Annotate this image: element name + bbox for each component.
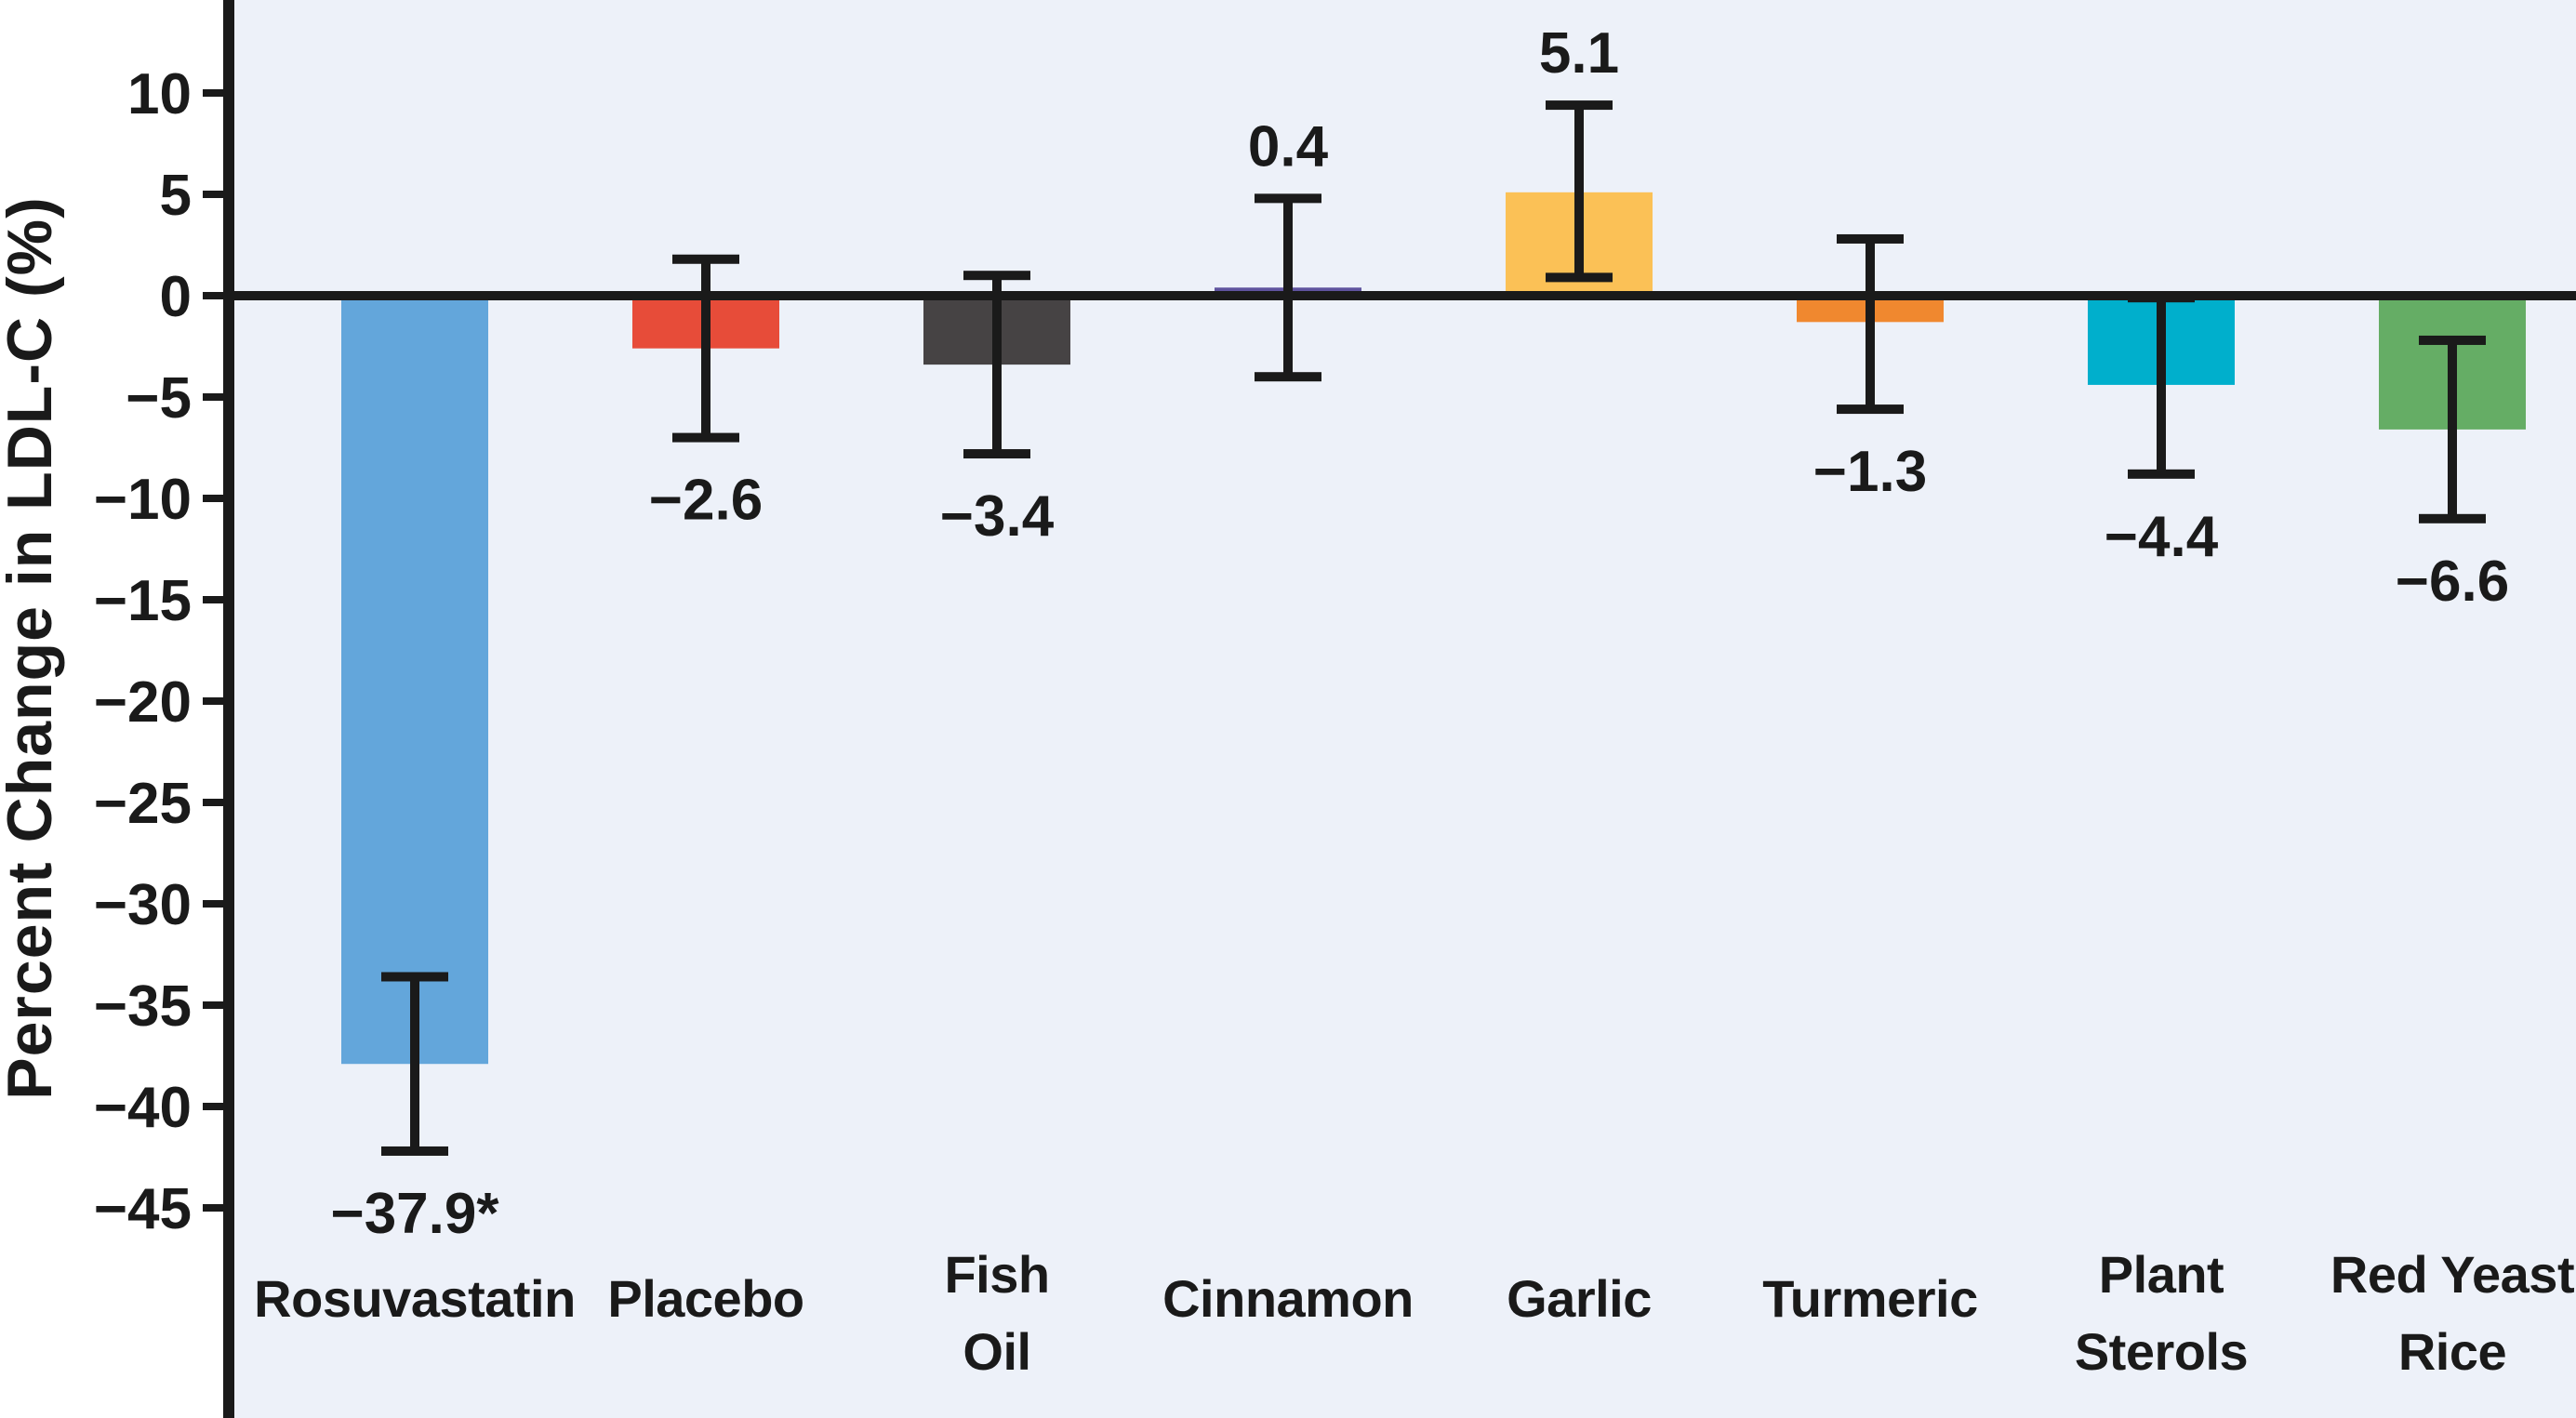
category-label: Red Yeast <box>2330 1245 2574 1304</box>
error-bar-cap-top <box>1546 100 1613 111</box>
error-bar-cap-bottom <box>1255 372 1321 382</box>
error-bar-line <box>1283 198 1293 378</box>
category-label: Rosuvastatin <box>254 1269 576 1328</box>
value-label: 5.1 <box>1539 21 1619 86</box>
category-label: Turmeric <box>1762 1269 1977 1328</box>
y-tick <box>203 1204 223 1212</box>
error-bar-line <box>701 258 710 438</box>
category-label: Placebo <box>607 1269 803 1328</box>
value-label: −1.3 <box>1813 440 1927 504</box>
zero-line <box>223 291 2576 300</box>
y-tick <box>203 1001 223 1009</box>
error-bar-line <box>2448 339 2457 519</box>
error-bar-cap-top <box>1837 233 1904 244</box>
error-bar-cap-bottom <box>1837 404 1904 415</box>
y-tick <box>203 596 223 603</box>
error-bar-cap-bottom <box>963 449 1030 459</box>
error-bar-cap-top <box>672 254 739 264</box>
plot-background <box>229 0 2576 1418</box>
error-bar-cap-top <box>1255 193 1321 204</box>
y-axis-ticks-group: 10 5 0 −5 −10 −15 −20 −25 −30 −35 −40 −45 <box>94 62 223 1241</box>
value-labels-group: −37.9* −2.6 −3.4 0.4 5.1 −1.3 −4.4 −6.6 <box>330 21 2509 1246</box>
bar <box>341 296 488 1065</box>
y-tick <box>203 89 223 97</box>
value-label: −2.6 <box>649 469 763 533</box>
y-tick <box>203 191 223 198</box>
value-label: −4.4 <box>2105 505 2219 569</box>
error-bar-cap-top <box>381 972 448 982</box>
y-tick-label: 10 <box>127 62 192 126</box>
y-tick-label: 5 <box>160 164 192 228</box>
category-label: Cinnamon <box>1162 1269 1414 1328</box>
y-tick <box>203 292 223 299</box>
value-label: −37.9* <box>330 1182 499 1246</box>
y-tick-label: −30 <box>94 873 192 937</box>
error-bar-cap-bottom <box>1546 272 1613 283</box>
y-tick-label: −20 <box>94 670 192 735</box>
error-bar-line <box>1866 238 1875 410</box>
category-label: Plant <box>2099 1245 2224 1304</box>
error-bar-line <box>2157 298 2166 474</box>
value-label: −6.6 <box>2396 550 2509 614</box>
value-label: −3.4 <box>940 484 1055 549</box>
error-bar-cap-bottom <box>672 432 739 443</box>
y-tick <box>203 799 223 806</box>
category-label: Garlic <box>1507 1269 1652 1328</box>
y-tick-label: −15 <box>94 569 192 633</box>
y-tick <box>203 393 223 401</box>
value-label: 0.4 <box>1248 114 1329 179</box>
y-tick-label: −25 <box>94 772 192 836</box>
category-label: Rice <box>2398 1322 2506 1381</box>
y-axis-title: Percent Change in LDL-C (%) <box>0 196 65 1100</box>
error-bar-cap-top <box>2128 293 2195 303</box>
y-tick-label: −5 <box>126 366 192 431</box>
y-tick-label: −35 <box>94 974 192 1039</box>
y-tick-label: −45 <box>94 1177 192 1241</box>
y-tick <box>203 900 223 908</box>
y-tick-label: 0 <box>160 265 192 329</box>
error-bar-cap-top <box>2419 335 2486 345</box>
y-tick <box>203 1103 223 1110</box>
category-label: Oil <box>963 1322 1030 1381</box>
error-bar-cap-bottom <box>2128 469 2195 479</box>
category-label: Fish <box>944 1245 1049 1304</box>
error-bar-line <box>1574 105 1584 278</box>
category-label: Sterols <box>2075 1322 2248 1381</box>
category-labels-group: Rosuvastatin Placebo Fish Oil Cinnamon Garlic… <box>254 1245 2574 1381</box>
y-tick <box>203 697 223 705</box>
y-axis-spine <box>223 0 234 1418</box>
y-tick <box>203 495 223 502</box>
error-bar-line <box>992 275 1002 455</box>
error-bar-line <box>410 976 419 1151</box>
error-bar-cap-top <box>963 271 1030 281</box>
error-bars-group <box>381 100 2486 1156</box>
error-bar-cap-bottom <box>381 1146 448 1156</box>
y-tick-label: −10 <box>94 468 192 532</box>
y-tick-label: −40 <box>94 1076 192 1140</box>
error-bar-cap-bottom <box>2419 513 2486 523</box>
